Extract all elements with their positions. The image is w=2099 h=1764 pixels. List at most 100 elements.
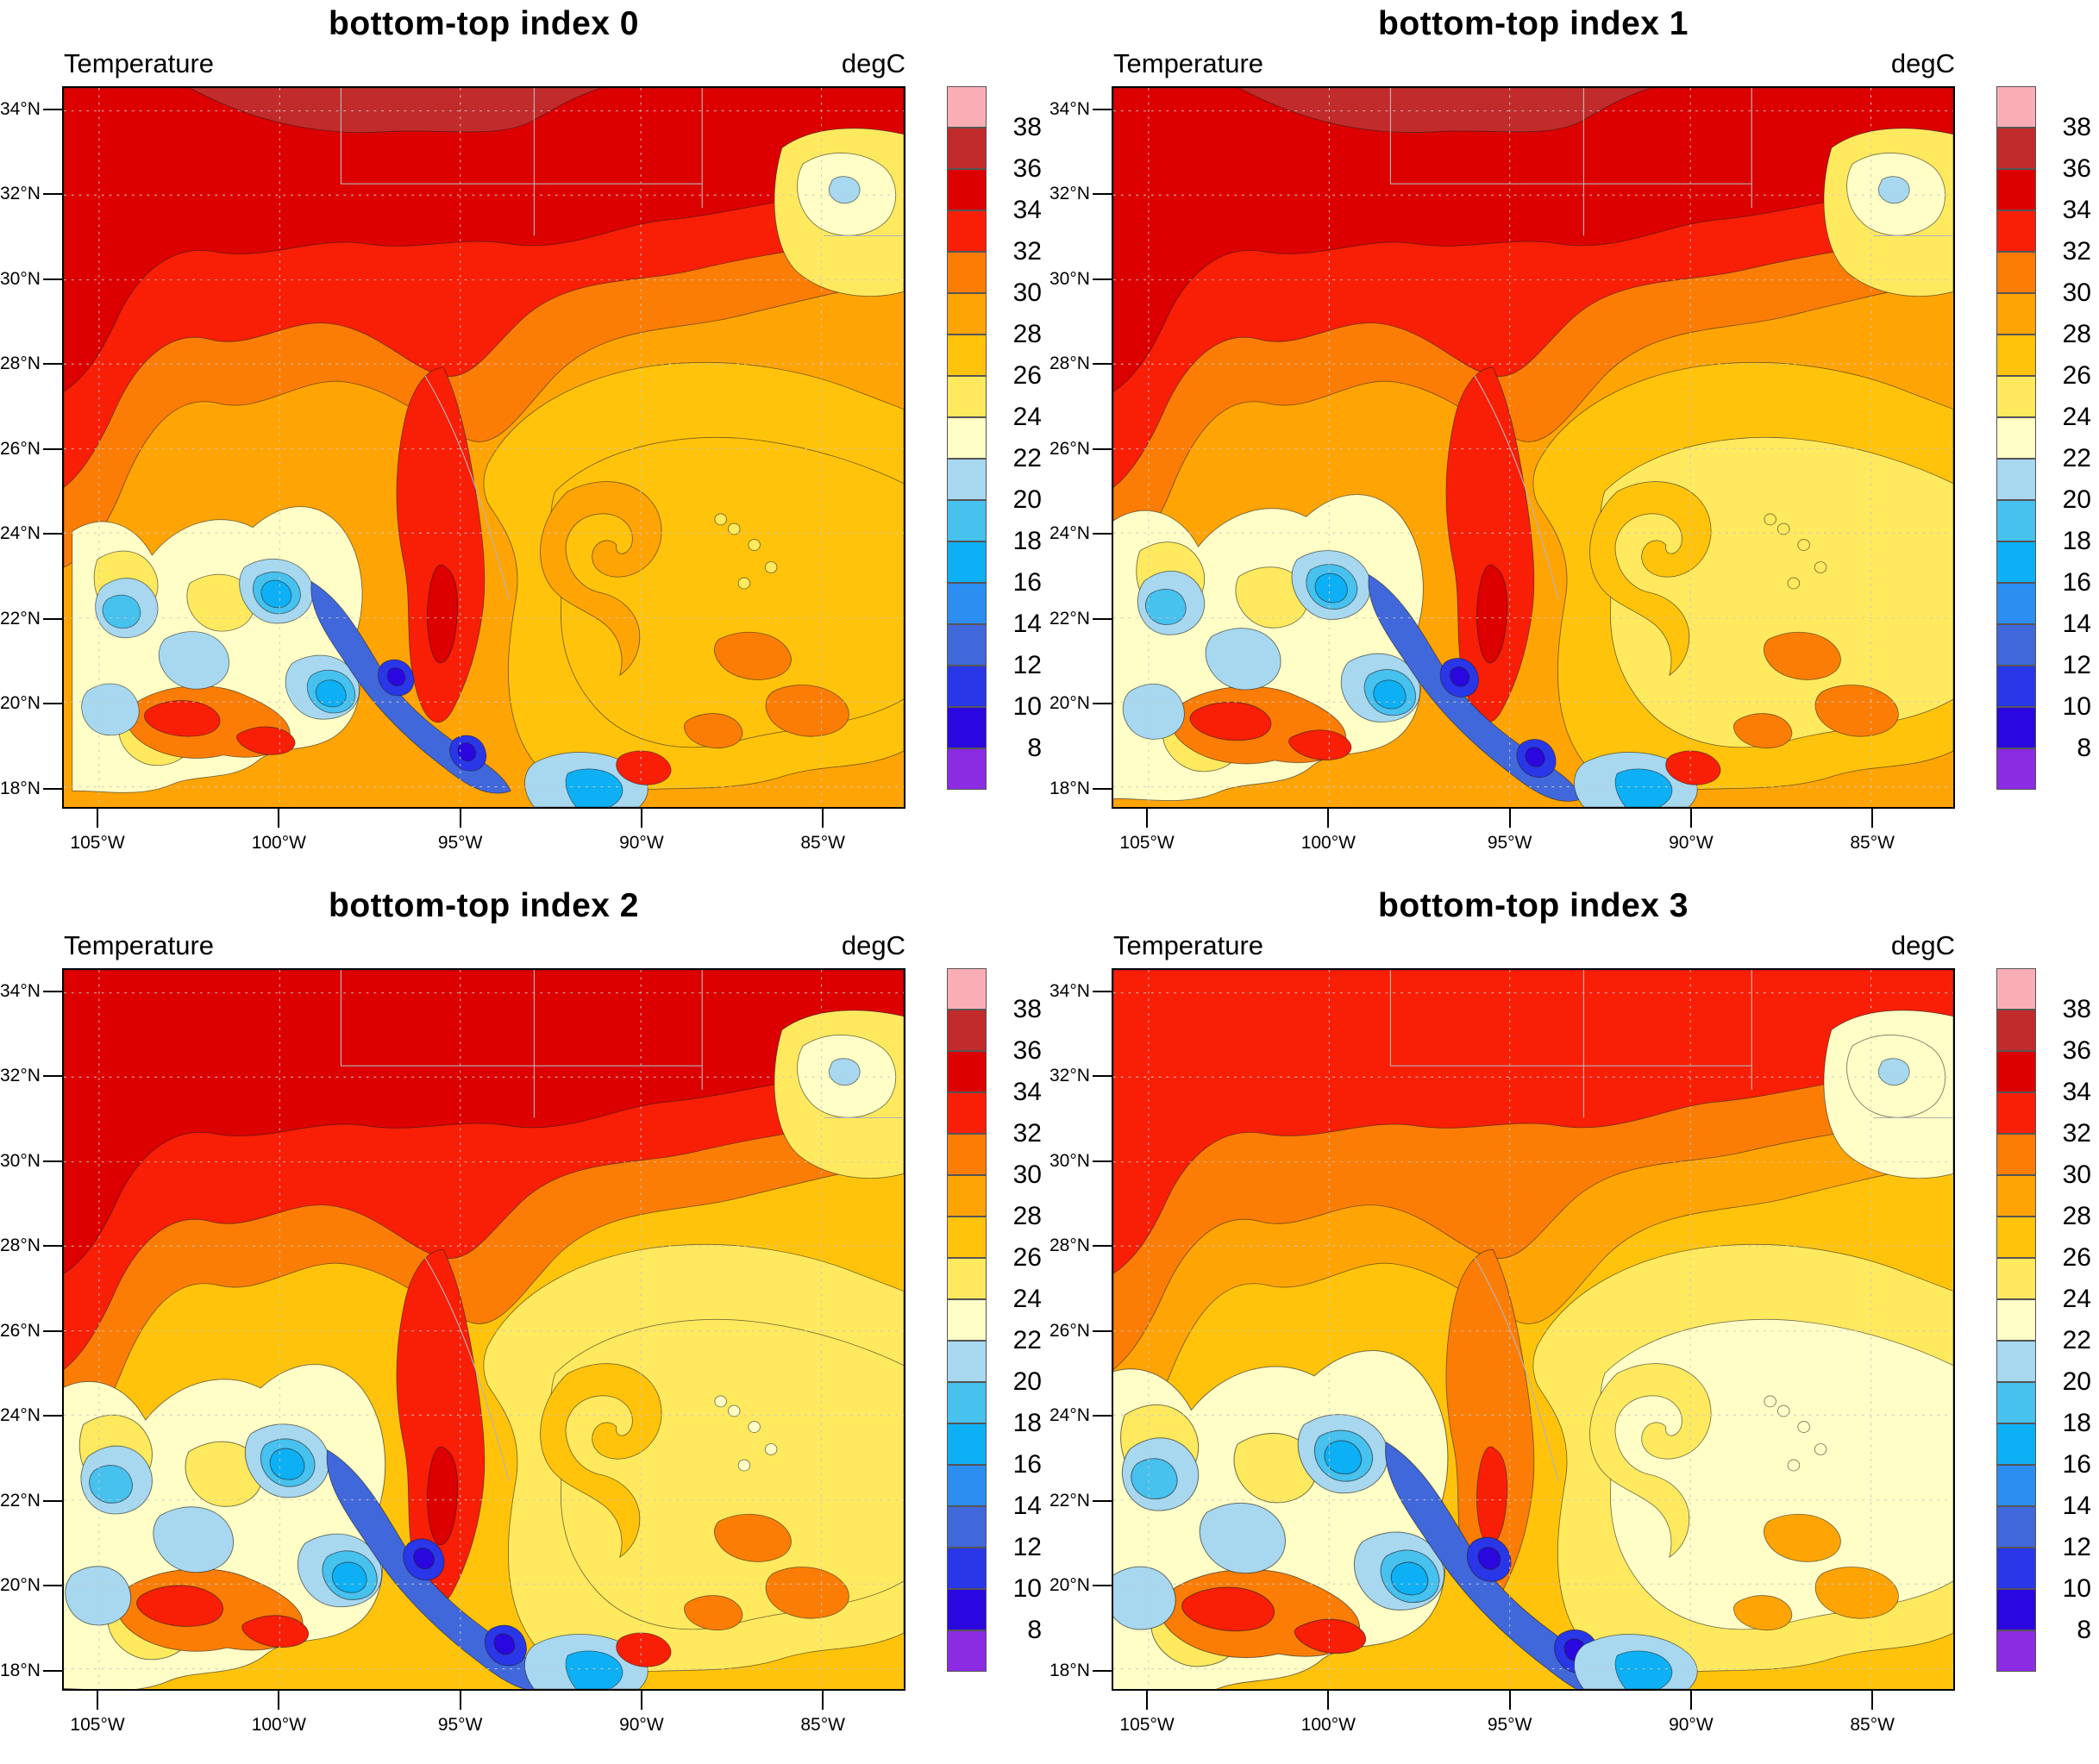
lon-tick-mark	[1508, 1691, 1511, 1710]
lat-tick-mark	[1093, 1669, 1112, 1672]
lat-tick-label: 30°N	[1050, 1150, 1090, 1171]
colorbar-tick-label: 36	[2062, 154, 2091, 183]
colorbar-tick-label: 24	[1012, 403, 1042, 431]
units-label: degC	[841, 48, 905, 78]
colorbar-swatch	[947, 1589, 987, 1630]
lon-tick-label: 100°W	[1300, 1715, 1356, 1735]
lat-tick-mark	[43, 532, 62, 535]
lat-tick-mark	[1093, 1244, 1112, 1247]
colorbar-swatch	[947, 335, 987, 376]
colorbar-tick-label: 36	[2062, 1036, 2091, 1065]
colorbar-swatch	[1996, 1506, 2036, 1548]
lat-tick-mark	[1093, 1074, 1112, 1077]
colorbar-tick-label: 38	[1012, 995, 1042, 1023]
colorbar-tick-label: 10	[2062, 1574, 2091, 1603]
lat-tick-label: 24°N	[1050, 1404, 1090, 1425]
region-gulf-swirl	[1589, 481, 1712, 677]
lat-tick-mark	[1093, 447, 1112, 450]
lat-tick-label: 32°N	[0, 183, 41, 203]
colorbar-tick-label: 32	[2062, 237, 2091, 266]
colorbar-tick-label: 14	[2062, 1492, 2091, 1520]
region-yucatan-warm-patches	[684, 631, 849, 749]
region-north-hotter-core	[1113, 970, 1953, 1274]
colorbar-swatch	[947, 583, 987, 624]
lat-tick-label: 20°N	[0, 1574, 41, 1595]
lon-tick-mark	[1871, 1691, 1874, 1710]
colorbar-swatch	[1996, 707, 2036, 748]
region-highlands-darkblue-spots	[378, 659, 487, 772]
panel-bottom-top-index-0: bottom-top index 0 Temperature degC 34°N…	[0, 0, 1050, 882]
temperature-contour-map	[1112, 968, 1955, 1691]
colorbar-swatch	[1996, 1589, 2036, 1630]
lat-tick-mark	[43, 1160, 62, 1162]
colorbar-tick-label: 12	[1012, 1533, 1042, 1561]
lat-tick-mark	[43, 1414, 62, 1417]
temperature-contour-map	[62, 968, 905, 1691]
lon-tick-label: 90°W	[1669, 833, 1714, 853]
lat-tick-label: 18°N	[1050, 1660, 1090, 1680]
region-highlands-darkest-cores	[386, 667, 477, 762]
region-highlands-hot-spots	[1189, 701, 1352, 760]
field-label: Temperature	[64, 930, 215, 960]
colorbar-tick-label: 12	[2062, 651, 2091, 679]
lat-tick-mark	[43, 990, 62, 992]
colorbar-swatch	[947, 128, 987, 169]
graticule	[64, 88, 904, 807]
lat-tick-label: 22°N	[1050, 608, 1090, 629]
region-north-hottest-spot	[189, 88, 602, 134]
lat-tick-mark	[1093, 108, 1112, 110]
lat-tick-mark	[1093, 192, 1112, 195]
colorbar-tick-label: 30	[2062, 278, 2091, 307]
lat-tick-mark	[1093, 362, 1112, 365]
lat-tick-mark	[43, 1244, 62, 1247]
colorbar-swatch	[947, 86, 987, 128]
lon-tick-label: 100°W	[1300, 833, 1356, 853]
colorbar-swatch	[1996, 1010, 2036, 1051]
lon-tick-mark	[459, 1691, 461, 1710]
lat-tick-label: 32°N	[1050, 183, 1090, 203]
lon-tick-label: 105°W	[1119, 1715, 1175, 1735]
region-gulf-warm-dots	[714, 1395, 778, 1472]
lon-tick-mark	[822, 809, 824, 828]
colorbar-tick-label: 10	[1012, 1574, 1042, 1603]
lat-tick-mark	[43, 617, 62, 620]
colorbar-tick-label: 10	[1012, 692, 1042, 721]
colorbar-tick-label: 20	[1012, 485, 1042, 514]
lat-tick-label: 32°N	[0, 1065, 41, 1085]
lat-tick-label: 34°N	[0, 98, 41, 119]
field-label: Temperature	[1113, 48, 1264, 78]
region-highlands-blue	[1314, 572, 1407, 710]
lon-tick-label: 100°W	[251, 1715, 306, 1735]
region-gulf-warm-dots	[1764, 513, 1827, 590]
lat-tick-mark	[43, 702, 62, 704]
region-highlands-midblue	[1144, 564, 1416, 716]
lon-tick-label: 105°W	[70, 1715, 125, 1735]
lon-tick-mark	[1871, 809, 1874, 828]
colorbar-swatch	[947, 1465, 987, 1506]
lat-tick-mark	[1093, 1329, 1112, 1332]
colorbar-swatch	[947, 1258, 987, 1299]
contour-field-svg	[64, 88, 904, 807]
colorbar-tick-label: 38	[1012, 113, 1042, 141]
lat-tick-mark	[1093, 702, 1112, 704]
lat-tick-label: 28°N	[1050, 1235, 1090, 1255]
colorbar-tick-label: 20	[2062, 1367, 2091, 1396]
colorbar-swatch	[947, 1299, 987, 1341]
lon-tick-mark	[1689, 1691, 1692, 1710]
colorbar-tick-label: 24	[1012, 1285, 1042, 1313]
colorbar-swatch	[947, 968, 987, 1010]
lat-tick-label: 28°N	[0, 1235, 41, 1255]
map-borders	[340, 88, 904, 600]
lon-tick-mark	[97, 1691, 99, 1710]
region-yucatan-warm-patches	[1733, 1513, 1899, 1631]
lat-tick-mark	[43, 1499, 62, 1502]
graticule	[1113, 88, 1953, 807]
temperature-contour-map	[1112, 86, 1955, 809]
lon-tick-mark	[459, 809, 461, 828]
colorbar-tick-label: 34	[2062, 1078, 2091, 1106]
region-ribbon-hot-core	[1476, 1446, 1508, 1546]
lon-tick-label: 95°W	[1487, 1715, 1532, 1735]
colorbar-swatch	[1996, 86, 2036, 128]
map-borders	[1389, 88, 1953, 600]
